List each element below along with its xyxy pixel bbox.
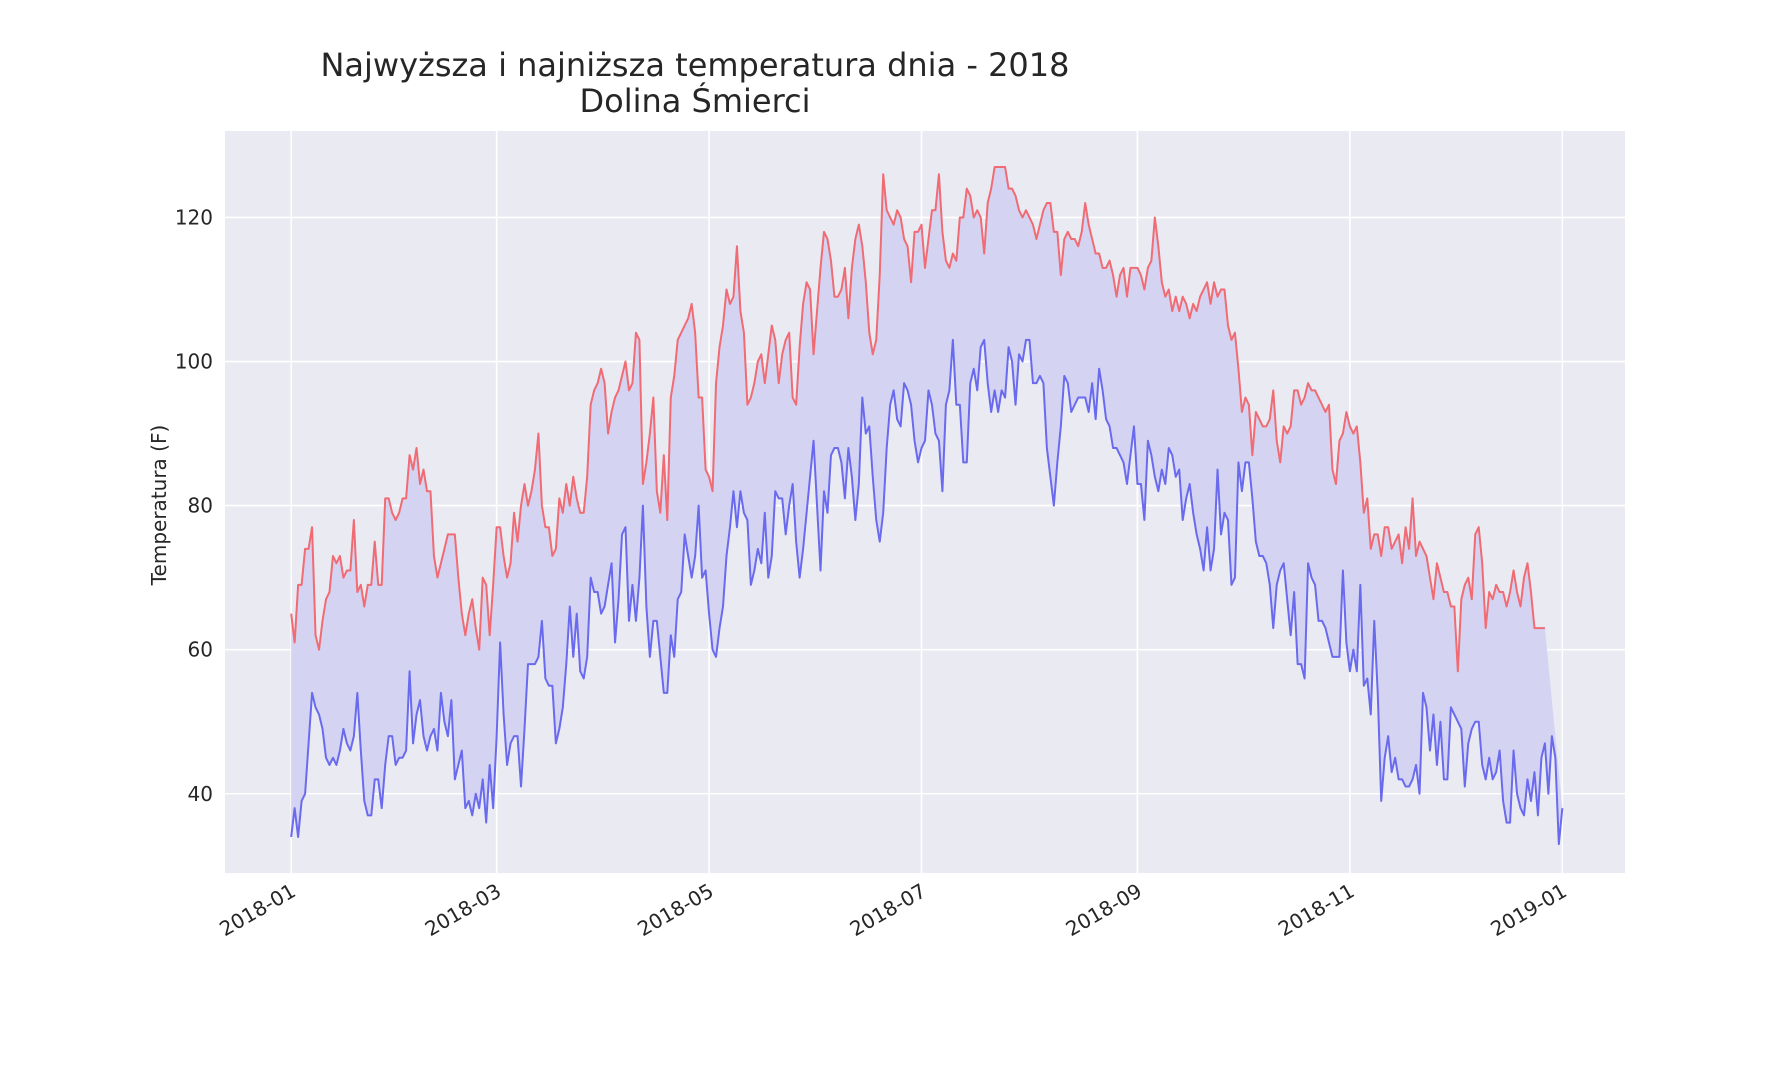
chart-subtitle: Dolina Śmierci: [579, 81, 810, 120]
x-tick-label: 2018-03: [421, 879, 505, 942]
low-temperature-line: [290, 338, 1564, 846]
y-tick-label: 80: [188, 494, 213, 518]
x-tick-label: 2018-09: [1062, 879, 1146, 942]
y-axis-label: Temperatura (F): [147, 425, 171, 587]
chart-title: Najwyższa i najniższa temperatura dnia -…: [320, 46, 1069, 84]
x-tick-label: 2018-07: [846, 879, 930, 942]
x-tick-label: 2019-01: [1486, 879, 1570, 942]
x-tick-label: 2018-01: [215, 879, 299, 942]
x-tick-label: 2018-05: [633, 879, 717, 942]
y-tick-label: 100: [175, 350, 213, 374]
high-low-band: [291, 167, 1563, 845]
y-tick-label: 40: [188, 782, 213, 806]
high-temperature-line: [290, 166, 1545, 673]
y-tick-label: 60: [188, 638, 213, 662]
y-tick-label: 120: [175, 205, 213, 229]
x-tick-label: 2018-11: [1274, 879, 1358, 942]
